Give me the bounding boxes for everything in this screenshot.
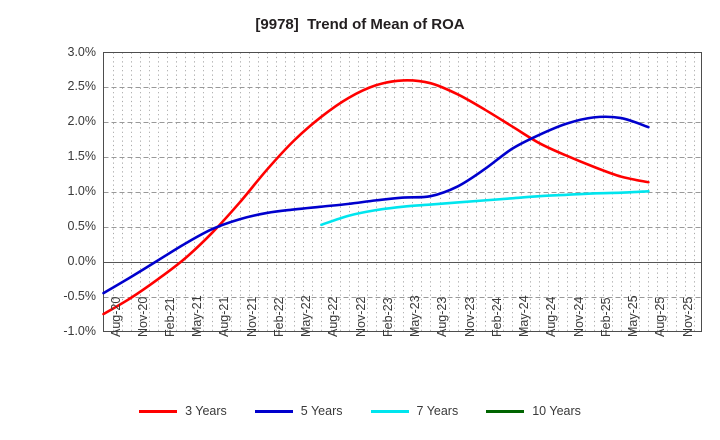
x-axis-tick-label: Feb-23 — [380, 297, 395, 337]
y-axis-tick-label: 1.5% — [67, 149, 97, 164]
plot-frame — [103, 52, 702, 332]
x-axis-tick-label: Aug-24 — [544, 296, 559, 337]
legend-item-3-years[interactable]: 3 Years — [139, 404, 227, 418]
y-axis-tick-label: -0.5% — [63, 288, 96, 303]
series-lines — [102, 79, 650, 316]
y-axis-tick-label: 0.0% — [67, 253, 97, 268]
x-axis-tick-label: Nov-23 — [462, 296, 477, 337]
legend-label: 5 Years — [300, 404, 343, 418]
x-axis-tick-label: May-22 — [299, 295, 314, 337]
y-axis-tick-label: -1.0% — [63, 323, 96, 338]
legend-swatch-icon — [254, 409, 293, 413]
x-axis-tick-label: Aug-25 — [653, 296, 668, 337]
x-axis-tick-label: May-24 — [517, 295, 532, 337]
x-axis-tick-label: Nov-22 — [353, 296, 368, 337]
legend-item-5-years[interactable]: 5 Years — [254, 404, 343, 418]
x-axis-tick-label: Feb-22 — [271, 297, 286, 337]
x-axis-tick-label: Nov-20 — [135, 296, 150, 337]
y-axis-tick-label: 0.5% — [67, 218, 97, 233]
x-axis-tick-label: Aug-21 — [217, 296, 232, 337]
x-axis-tick-label: Aug-23 — [435, 296, 450, 337]
legend-swatch-icon — [486, 409, 525, 413]
legend-label: 10 Years — [532, 404, 581, 418]
x-axis-tick-label: Nov-21 — [244, 296, 259, 337]
x-axis-tick-label: Feb-21 — [162, 297, 177, 337]
legend-swatch-icon — [370, 409, 409, 413]
y-axis-tick-label: 2.5% — [67, 79, 97, 94]
legend-swatch-icon — [139, 409, 178, 413]
series-line-3-years — [102, 79, 650, 316]
x-axis-tick-label: May-25 — [626, 295, 641, 337]
legend-item-10-years[interactable]: 10 Years — [486, 404, 581, 418]
x-axis-tick-label: May-21 — [190, 295, 205, 337]
legend-label: 3 Years — [185, 404, 227, 418]
x-axis-tick-label: Aug-20 — [108, 296, 123, 337]
x-axis-tick-label: Nov-24 — [571, 296, 586, 337]
legend-label: 7 Years — [416, 404, 459, 418]
chart-legend: 3 Years 5 Years 7 Years 10 Years — [0, 404, 720, 418]
y-axis-tick-label: 2.0% — [67, 114, 97, 129]
y-axis-tick-label: 1.0% — [67, 184, 97, 198]
legend-item-7-years[interactable]: 7 Years — [370, 404, 459, 418]
x-axis-tick-label: Nov-25 — [680, 296, 695, 337]
x-axis-tick-label: Feb-24 — [489, 297, 504, 337]
series-line-5-years — [102, 115, 650, 295]
y-axis-tick-label: 3.0% — [67, 44, 97, 59]
x-axis-tick-label: May-23 — [408, 295, 423, 337]
page-title: [9978] Trend of Mean of ROA — [255, 16, 465, 33]
series-line-7-years — [320, 190, 650, 227]
x-axis-tick-label: Feb-25 — [598, 297, 613, 337]
x-axis-tick-label: Aug-22 — [326, 296, 341, 337]
